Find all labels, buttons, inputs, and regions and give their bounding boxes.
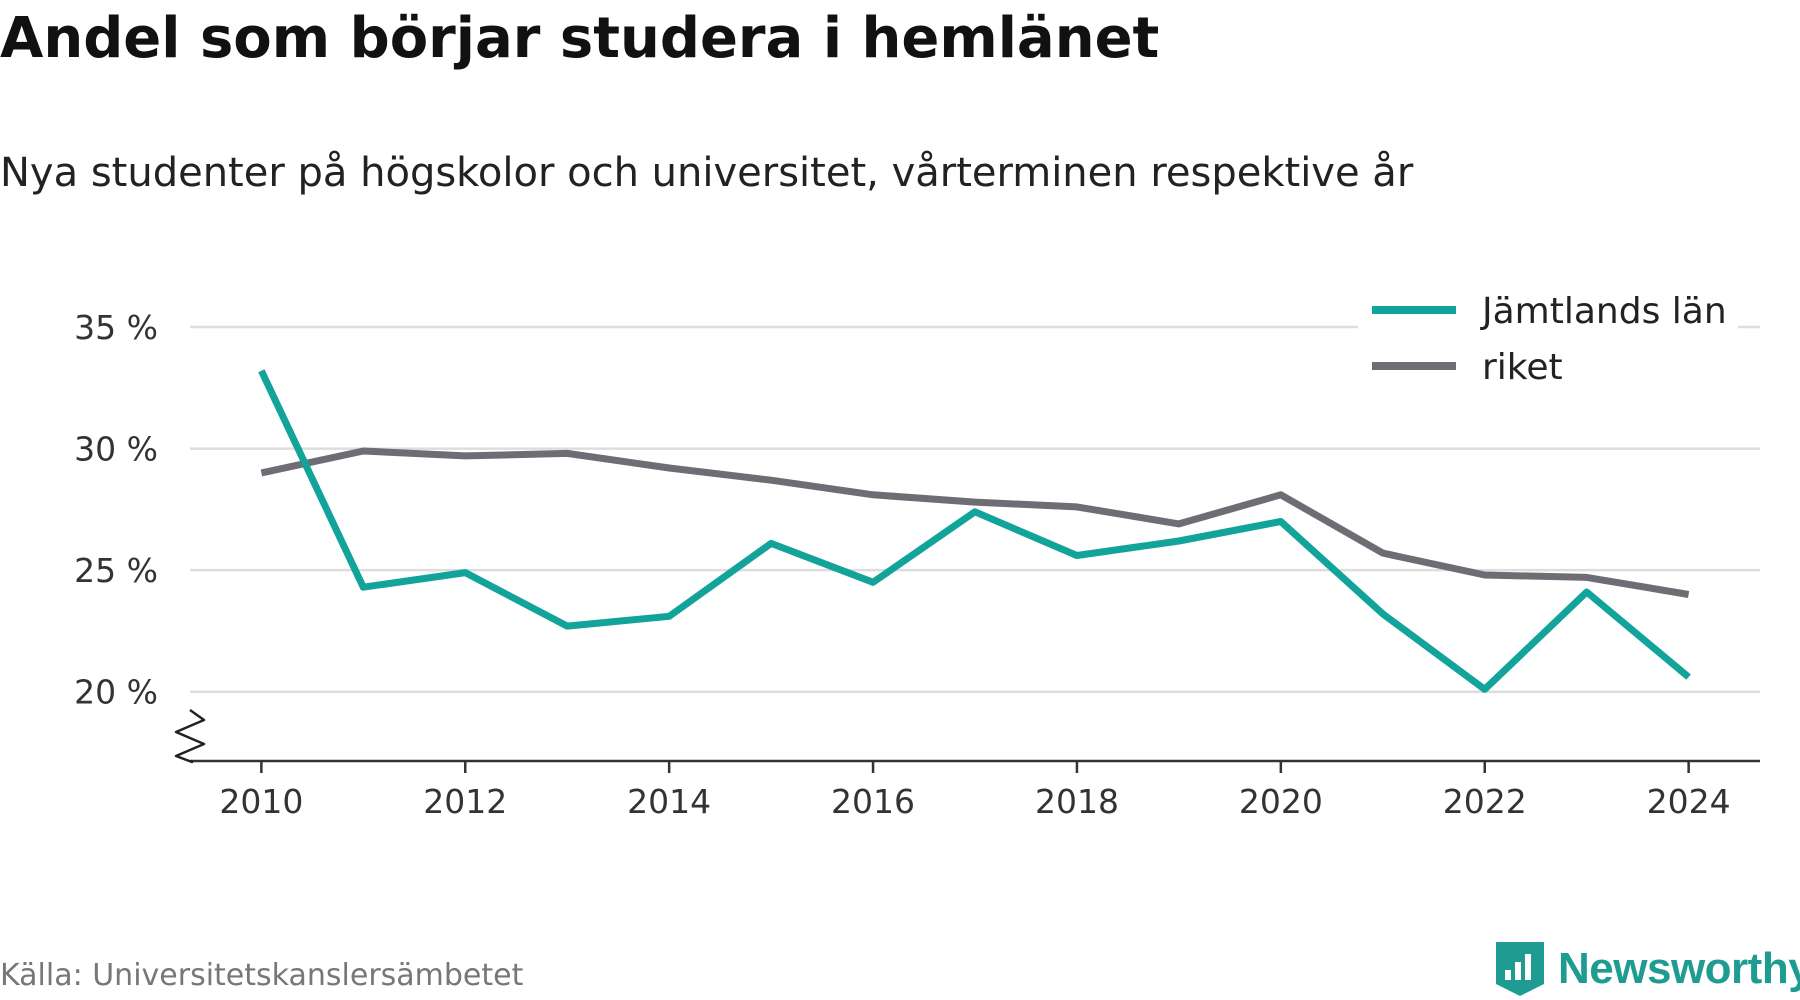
legend: Jämtlands län riket <box>1358 280 1738 388</box>
series-lines <box>258 369 1691 693</box>
source-note: Källa: Universitetskanslersämbetet <box>0 958 524 993</box>
x-tick-label: 2016 <box>831 782 915 821</box>
series-line-jamtland <box>258 369 1691 693</box>
y-tick-label: 30 % <box>74 430 158 469</box>
bar-chart-shield-icon <box>1496 942 1544 996</box>
y-axis-break <box>174 708 206 764</box>
brand-name: Newsworthy <box>1558 944 1800 993</box>
chart-title: Andel som börjar studera i hemlänet <box>0 6 1160 71</box>
brand-logo: Newsworthy <box>1494 940 1800 998</box>
y-tick-label: 35 % <box>74 308 158 347</box>
x-tick-label: 2010 <box>219 782 303 821</box>
y-tick-label: 25 % <box>74 551 158 590</box>
x-tick-label: 2022 <box>1443 782 1527 821</box>
legend-label: Jämtlands län <box>1480 291 1727 332</box>
legend-label: riket <box>1482 347 1563 388</box>
chart-subtitle: Nya studenter på högskolor och universit… <box>0 150 1414 196</box>
x-tick-label: 2018 <box>1035 782 1119 821</box>
x-tick-label: 2020 <box>1239 782 1323 821</box>
x-tick-label: 2012 <box>423 782 507 821</box>
y-axis-ticks: 20 % 25 % 30 % 35 % <box>74 308 158 712</box>
y-tick-label: 20 % <box>74 673 158 712</box>
x-tick-label: 2014 <box>627 782 711 821</box>
series-line-riket <box>260 447 1690 598</box>
x-tick-label: 2024 <box>1647 782 1731 821</box>
x-axis: 2010 2012 2014 2016 2018 2020 2022 2024 <box>174 708 1760 821</box>
